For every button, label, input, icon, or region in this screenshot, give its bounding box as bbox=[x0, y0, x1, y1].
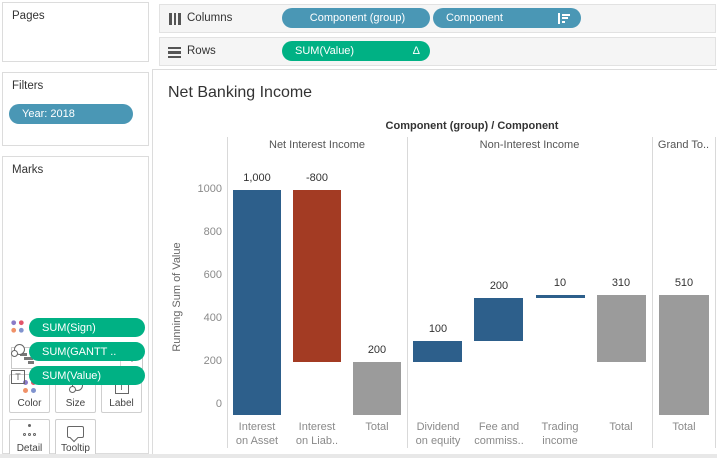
detail-button[interactable]: Detail bbox=[9, 419, 50, 458]
gantt-bar-mark[interactable] bbox=[474, 298, 523, 341]
columns-icon bbox=[169, 13, 182, 25]
delta-icon: Δ bbox=[412, 45, 420, 57]
y-tick-label: 0 bbox=[215, 398, 222, 410]
worksheet-border-top bbox=[152, 69, 717, 70]
rows-shelf[interactable]: Rows bbox=[159, 37, 716, 66]
gantt-bar-mark[interactable] bbox=[233, 190, 281, 415]
sort-descending-icon[interactable] bbox=[558, 12, 571, 24]
gantt-bar-mark[interactable] bbox=[413, 341, 462, 362]
label-icon: T bbox=[11, 367, 28, 384]
group-header: Non-Interest Income bbox=[479, 139, 580, 151]
pane-divider bbox=[715, 137, 716, 448]
bar-value-label: 10 bbox=[553, 277, 567, 289]
x-tick-label: on equity bbox=[415, 434, 461, 447]
x-tick-label: on Liab.. bbox=[295, 434, 339, 447]
marks-pill-sum-sign[interactable]: SUM(Sign) bbox=[29, 318, 145, 337]
horizontal-scrollbar[interactable] bbox=[0, 454, 717, 458]
detail-icon bbox=[22, 424, 37, 437]
x-tick-label: Trading bbox=[541, 421, 579, 433]
filter-pill-label: Year: 2018 bbox=[22, 108, 75, 120]
x-tick-label: income bbox=[542, 434, 578, 447]
marks-pill-sum-gantt[interactable]: SUM(GANTT .. bbox=[29, 342, 145, 361]
gantt-bar-icon bbox=[19, 353, 39, 364]
gantt-bar-mark[interactable] bbox=[597, 295, 646, 362]
pane-divider bbox=[227, 137, 228, 448]
rows-shelf-label: Rows bbox=[187, 45, 216, 57]
gantt-bar-mark[interactable] bbox=[353, 362, 401, 415]
columns-pill-component-group[interactable]: Component (group) bbox=[282, 8, 430, 28]
size-icon bbox=[11, 344, 28, 360]
x-tick-label: Dividend bbox=[416, 421, 460, 433]
pages-shelf[interactable]: Pages bbox=[2, 2, 149, 62]
sheet-title: Net Banking Income bbox=[168, 84, 313, 101]
rows-icon bbox=[168, 47, 181, 58]
y-tick-label: 800 bbox=[203, 226, 222, 238]
y-tick-label: 400 bbox=[203, 312, 222, 324]
columns-pill-component[interactable]: Component bbox=[433, 8, 581, 28]
y-tick-label: 200 bbox=[203, 355, 222, 367]
tooltip-button[interactable]: Tooltip bbox=[55, 419, 96, 458]
bar-value-label: 200 bbox=[489, 280, 509, 292]
bar-value-label: 1,000 bbox=[243, 172, 271, 184]
columns-shelf-label: Columns bbox=[187, 12, 233, 24]
x-tick-label: Total bbox=[609, 421, 633, 433]
gantt-bar-mark[interactable] bbox=[293, 190, 341, 362]
y-axis-title: Running Sum of Value bbox=[171, 242, 183, 352]
y-tick-label: 1000 bbox=[197, 183, 222, 195]
group-header: Grand To.. bbox=[657, 139, 710, 151]
x-tick-label: Interest bbox=[298, 421, 336, 433]
pane-divider bbox=[652, 137, 653, 448]
worksheet-border-left bbox=[152, 69, 153, 454]
rows-pill-sum-value[interactable]: SUM(Value) Δ bbox=[282, 41, 430, 61]
marks-card: Marks Gantt Bar Color Size T Label Detai… bbox=[2, 156, 149, 458]
filter-pill-year[interactable]: Year: 2018 bbox=[9, 104, 133, 124]
gantt-bar-mark[interactable] bbox=[659, 295, 709, 415]
x-tick-label: Total bbox=[672, 421, 696, 433]
group-header: Net Interest Income bbox=[269, 139, 365, 151]
x-tick-label: Interest bbox=[238, 421, 276, 433]
marks-label: Marks bbox=[12, 164, 44, 176]
x-tick-label: Total bbox=[365, 421, 389, 433]
bar-value-label: 200 bbox=[367, 344, 387, 356]
gantt-bar-mark[interactable] bbox=[536, 295, 585, 298]
x-tick-label: Fee and bbox=[478, 421, 520, 433]
bar-value-label: 100 bbox=[428, 323, 448, 335]
y-tick-label: 600 bbox=[203, 269, 222, 281]
filters-shelf[interactable]: Filters Year: 2018 bbox=[2, 72, 149, 146]
pane-divider bbox=[407, 137, 408, 448]
bar-value-label: -800 bbox=[305, 172, 329, 184]
filters-label: Filters bbox=[12, 80, 44, 92]
pages-label: Pages bbox=[12, 10, 45, 22]
column-field-header: Component (group) / Component bbox=[385, 120, 559, 132]
x-tick-label: on Asset bbox=[235, 434, 279, 447]
bar-value-label: 310 bbox=[611, 277, 631, 289]
bar-value-label: 510 bbox=[674, 277, 694, 289]
tooltip-icon bbox=[67, 426, 84, 442]
x-tick-label: commiss.. bbox=[474, 434, 524, 447]
marks-pill-sum-value[interactable]: SUM(Value) bbox=[29, 366, 145, 385]
color-icon bbox=[11, 320, 28, 336]
